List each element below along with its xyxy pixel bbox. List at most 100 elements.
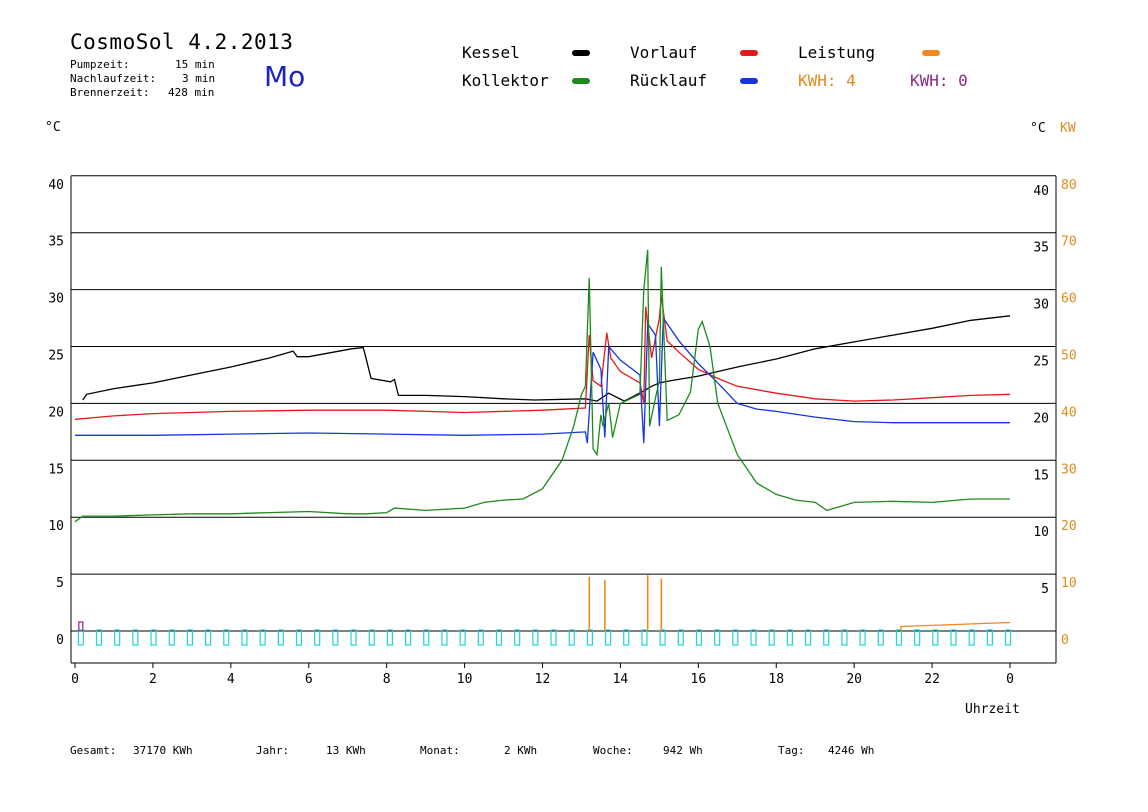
- pump-marker: [786, 629, 793, 646]
- legend-kollektor-label: Kollektor: [462, 71, 549, 90]
- y-tick-right-c: 15: [1033, 468, 1049, 483]
- x-tick-label: 2: [149, 672, 157, 687]
- series-rcklauf-line: [75, 316, 1010, 444]
- pump-markers: [77, 621, 1012, 646]
- legend-leistung-swatch: [922, 50, 940, 56]
- legend-kollektor-swatch: [572, 78, 590, 84]
- pump-marker: [804, 629, 812, 646]
- y-tick-left: 25: [48, 349, 64, 364]
- pump-marker: [205, 629, 212, 646]
- series-kollektor-line: [74, 249, 1010, 523]
- stat-gesamt-label: Gesamt:: [70, 744, 117, 757]
- x-tick-label: 8: [383, 672, 391, 687]
- pump-marker: [623, 629, 630, 646]
- y-tick-right-kw: 20: [1061, 519, 1077, 534]
- pump-marker: [859, 629, 866, 646]
- pump-marker: [314, 629, 321, 646]
- legend-vorlauf-label: Vorlauf: [630, 43, 698, 62]
- pump-marker: [423, 629, 430, 646]
- pump-marker: [768, 629, 775, 646]
- y-tick-left: 30: [48, 292, 64, 307]
- y-tick-right-c: 40: [1033, 184, 1049, 199]
- pump-marker: [368, 629, 375, 646]
- legend-kessel-swatch: [572, 50, 590, 56]
- legend-vorlauf-swatch: [740, 50, 758, 56]
- stat-woche-value: 942 Wh: [663, 744, 703, 757]
- stat-tag-label: Tag:: [778, 744, 805, 757]
- y-tick-right-c: 20: [1033, 411, 1049, 426]
- stat-monat-label: Monat:: [420, 744, 460, 757]
- pump-marker: [386, 629, 394, 646]
- stat-gesamt-value: 37170 KWh: [133, 744, 193, 757]
- pump-marker: [150, 629, 157, 646]
- y-tick-left: 35: [48, 235, 64, 250]
- weekday-label: Mo: [264, 60, 306, 93]
- chart-ticks: 4035302520151050403530252015105807060504…: [48, 178, 1076, 687]
- y-tick-right-kw: 30: [1061, 462, 1077, 477]
- y-tick-right-kw: 10: [1061, 576, 1077, 591]
- y-tick-left: 0: [56, 633, 64, 648]
- pump-marker: [404, 629, 412, 646]
- param-value-nachlaufzeit: 3 min: [182, 72, 216, 85]
- x-axis-title: Uhrzeit: [965, 702, 1020, 717]
- stat-jahr-value: 13 KWh: [326, 744, 366, 757]
- y-tick-right-kw: 60: [1061, 292, 1077, 307]
- pump-marker: [1004, 629, 1012, 646]
- right-unit-celsius-label: °C: [1030, 121, 1046, 136]
- pump-marker: [750, 629, 757, 646]
- x-tick-label: 20: [846, 672, 862, 687]
- pump-marker: [241, 629, 248, 646]
- y-tick-left: 40: [48, 178, 64, 193]
- pump-marker: [514, 629, 521, 646]
- pump-marker: [950, 629, 957, 646]
- legend-ruecklauf-swatch: [740, 78, 758, 84]
- x-tick-label: 6: [305, 672, 313, 687]
- pump-marker: [677, 629, 684, 646]
- series-vorlauf-line: [74, 295, 1011, 420]
- y-tick-right-kw: 50: [1061, 349, 1077, 364]
- pump-marker: [350, 629, 357, 646]
- legend-ruecklauf-label: Rücklauf: [630, 71, 708, 90]
- legend-kwh-solar: KWH: 4: [798, 71, 856, 90]
- pump-marker: [641, 629, 648, 646]
- legend-leistung-label: Leistung: [798, 43, 876, 62]
- pump-marker: [459, 629, 466, 646]
- y-tick-left: 5: [56, 576, 64, 591]
- x-tick-label: 14: [613, 672, 629, 687]
- pump-marker: [95, 629, 103, 646]
- x-tick-label: 12: [535, 672, 551, 687]
- pump-marker: [659, 629, 666, 646]
- param-label-pumpzeit: Pumpzeit:: [70, 58, 130, 71]
- x-tick-label: 16: [691, 672, 707, 687]
- pump-marker: [914, 629, 921, 646]
- pump-marker: [77, 629, 84, 646]
- pump-marker: [732, 629, 739, 646]
- y-tick-left: 15: [48, 462, 64, 477]
- y-tick-left: 20: [48, 405, 64, 420]
- pump-marker: [186, 629, 194, 646]
- pump-marker: [895, 629, 903, 646]
- x-tick-label: 4: [227, 672, 235, 687]
- pump-marker: [568, 629, 575, 646]
- pump-marker: [550, 629, 557, 646]
- pump-marker: [841, 629, 848, 646]
- pump-marker: [295, 629, 303, 646]
- y-tick-right-c: 35: [1033, 241, 1049, 256]
- leistung-baseline: [900, 621, 1011, 631]
- pump-marker: [695, 629, 703, 646]
- y-tick-right-kw: 70: [1061, 235, 1077, 250]
- y-tick-right-c: 25: [1033, 355, 1049, 370]
- stat-monat-value: 2 KWh: [504, 744, 538, 757]
- pump-marker: [114, 629, 121, 646]
- stat-jahr-label: Jahr:: [256, 744, 290, 757]
- chart-series: [74, 249, 1011, 631]
- pump-marker: [441, 629, 448, 646]
- pump-marker: [877, 629, 884, 646]
- right-unit-kw-label: KW: [1060, 121, 1076, 136]
- x-tick-label: 0: [1006, 672, 1014, 687]
- pump-marker: [532, 629, 539, 646]
- x-tick-label: 0: [71, 672, 79, 687]
- stat-woche-label: Woche:: [593, 744, 633, 757]
- param-value-brennerzeit: 428 min: [168, 86, 215, 99]
